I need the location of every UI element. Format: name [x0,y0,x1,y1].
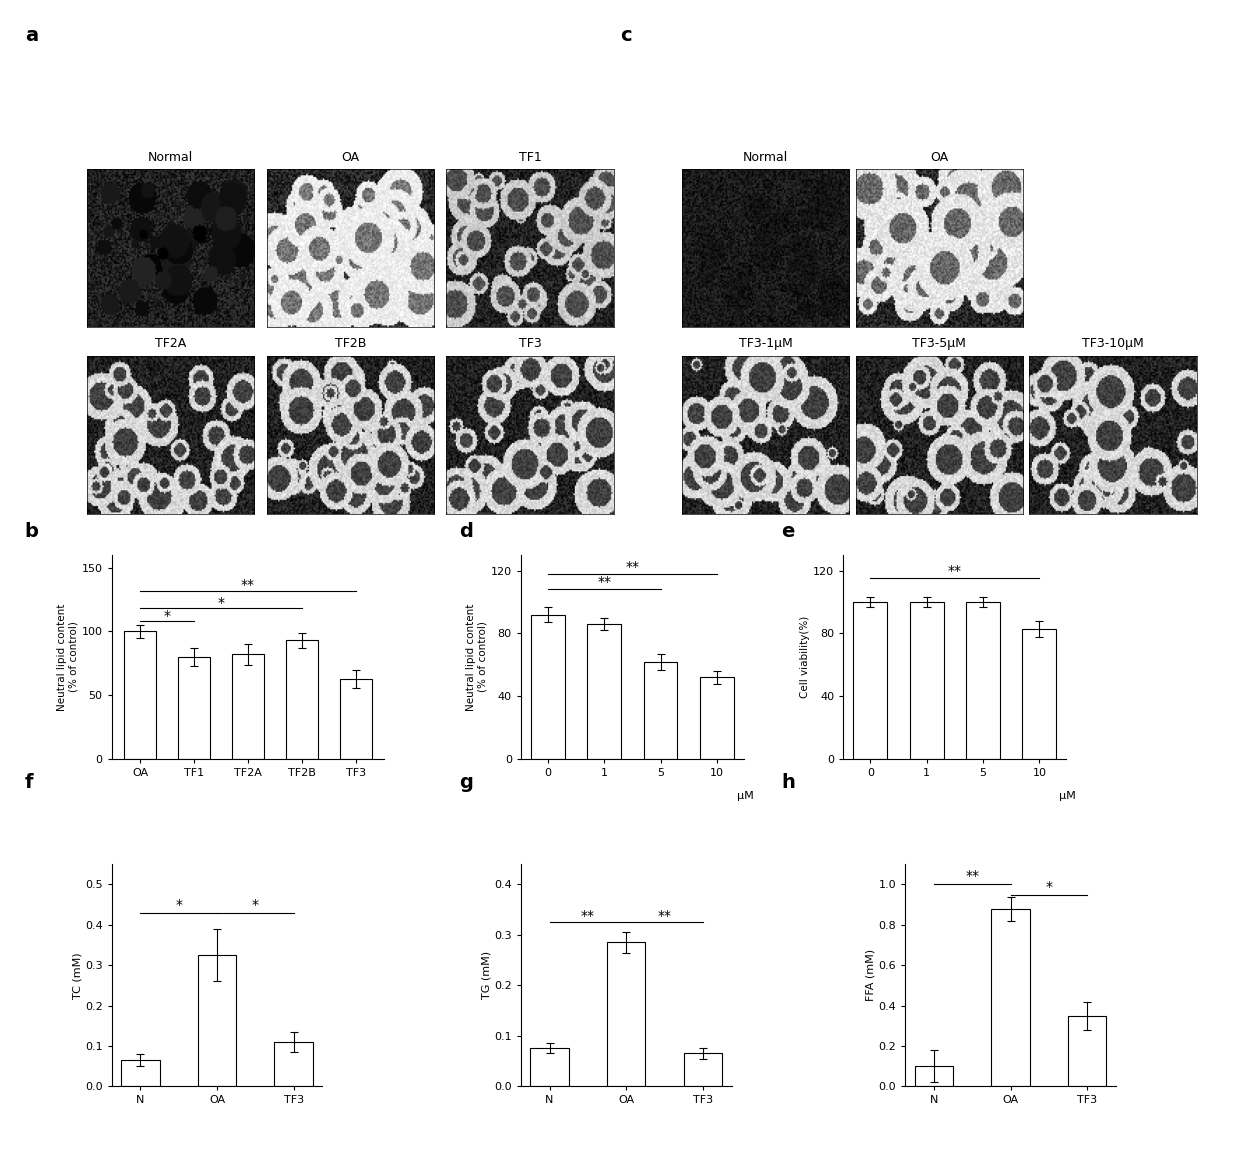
Text: h: h [781,773,795,792]
Y-axis label: Cell viability(%): Cell viability(%) [800,616,810,698]
Bar [910,602,944,759]
Text: *: * [217,596,224,610]
Text: TF2A: TF2A [155,338,186,350]
Bar [1023,628,1056,759]
Bar [853,602,887,759]
Text: a: a [25,26,38,44]
Text: *: * [252,898,259,912]
Text: TF3: TF3 [518,338,542,350]
Text: OA: OA [341,151,360,164]
Bar [232,654,264,759]
Text: Normal: Normal [743,151,789,164]
Text: d: d [459,522,472,541]
Text: TF3-5μM: TF3-5μM [913,338,966,350]
Text: TF2B: TF2B [335,338,366,350]
Text: TF3-10μM: TF3-10μM [1083,338,1143,350]
Text: *: * [175,898,182,912]
Y-axis label: TG (mM): TG (mM) [481,951,491,1000]
Bar [1068,1016,1106,1086]
Bar [274,1042,312,1086]
Text: μM: μM [737,791,754,800]
Text: e: e [781,522,795,541]
Bar [531,614,564,759]
Bar [122,1061,160,1086]
Text: *: * [1045,880,1053,894]
Y-axis label: Neutral lipid content
(% of control): Neutral lipid content (% of control) [57,604,79,710]
Text: **: ** [580,909,595,923]
Bar [285,640,319,759]
Text: TF1: TF1 [518,151,542,164]
Text: *: * [164,609,171,623]
Text: Normal: Normal [148,151,193,164]
Bar [124,632,156,759]
Text: **: ** [965,869,980,883]
Text: μM: μM [1059,791,1076,800]
Y-axis label: TC (mM): TC (mM) [72,952,82,999]
Bar [588,624,621,759]
Bar [177,656,211,759]
Text: TF3-1μM: TF3-1μM [739,338,792,350]
Bar [966,602,999,759]
Text: **: ** [947,564,962,578]
Y-axis label: FFA (mM): FFA (mM) [866,950,875,1001]
Bar [683,1054,722,1086]
Text: **: ** [657,909,672,923]
Text: **: ** [598,576,611,589]
Bar [992,909,1029,1086]
Text: f: f [25,773,33,792]
Bar [198,955,236,1086]
Bar [701,677,734,759]
Text: **: ** [625,559,640,573]
Y-axis label: Neutral lipid content
(% of control): Neutral lipid content (% of control) [466,604,487,710]
Bar [340,679,372,759]
Text: g: g [459,773,472,792]
Text: c: c [620,26,631,44]
Bar [531,1049,569,1086]
Bar [915,1066,954,1086]
Bar [608,943,645,1086]
Text: OA: OA [930,151,949,164]
Text: b: b [25,522,38,541]
Bar [644,662,677,759]
Text: **: ** [241,578,255,592]
